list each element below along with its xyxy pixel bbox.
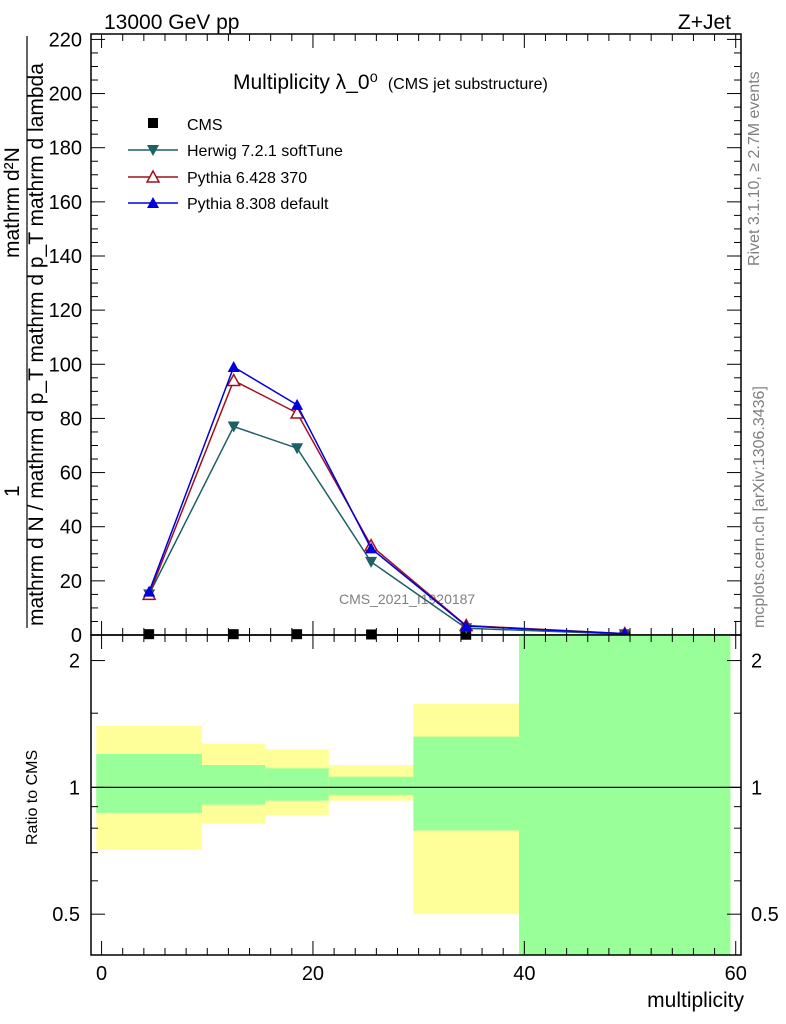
y-tick-label: 20 [60, 571, 82, 593]
y-label-top-numerator: mathrm d²N [1, 147, 24, 258]
legend-pythia8-marker [147, 197, 159, 208]
data-point [289, 405, 305, 419]
ratio-bands [96, 635, 731, 955]
watermark: CMS_2021_I1920187 [339, 591, 475, 607]
legend-item-cms: CMS [148, 117, 223, 134]
data-point [291, 398, 304, 410]
main-y-ticks [91, 38, 741, 636]
ratio-y-tick-label: 1 [69, 777, 80, 799]
ratio-y-tick-label: 2 [69, 651, 80, 673]
y-tick-label: 160 [49, 192, 82, 214]
legend-item-pythia6: Pythia 6.428 370 [128, 169, 307, 187]
mcplots-label: mcplots.cern.ch [arXiv:1306.3436] [751, 386, 768, 628]
data-point [460, 620, 473, 632]
legend-cms-label: CMS [187, 117, 223, 134]
ratio-y-tick-label-right: 2 [751, 651, 762, 673]
series-layer [141, 360, 633, 641]
rivet-label: Rivet 3.1.10, ≥ 2.7M events [746, 71, 763, 266]
ratio-y-tick-label: 0.5 [52, 904, 80, 926]
data-point [292, 629, 303, 640]
y-tick-label: 40 [60, 517, 82, 539]
ratio-band-inner [96, 754, 202, 813]
data-point [227, 421, 240, 433]
legend-herwig-label: Herwig 7.2.1 softTune [187, 143, 343, 160]
ratio-band-inner [201, 765, 266, 805]
data-point [227, 360, 240, 372]
data-point [226, 372, 241, 387]
legend: CMS Herwig 7.2.1 softTune Pythia 6.428 3… [128, 117, 343, 213]
header-right: Z+Jet [678, 11, 731, 34]
y-tick-label: 0 [71, 625, 82, 647]
data-point [291, 443, 304, 455]
x-axis-label: multiplicity [647, 989, 744, 1012]
y-tick-label: 220 [49, 29, 82, 51]
data-point [228, 629, 239, 640]
ratio-band-inner [413, 736, 520, 831]
legend-herwig-marker [147, 145, 159, 156]
x-tick-label: 20 [302, 963, 324, 985]
x-tick-label: 0 [96, 963, 107, 985]
legend-cms-marker [148, 118, 158, 128]
ratio-y-label: Ratio to CMS [24, 750, 41, 845]
y-axis-label: 1 mathrm d N / mathrm d p_T mathrm d p_T… [1, 36, 48, 628]
main-y-tick-labels: 0 20 40 60 80 100 120 140 160 180 200 220 [49, 29, 82, 647]
ratio-panel: 0.5 0.51 12 20 20 40 60 Ratio to CMS multiplic… [24, 634, 779, 1012]
y-label-denominator: mathrm d N / mathrm d p_T mathrm d p_T m… [25, 63, 48, 626]
y-label-numerator: 1 [1, 485, 24, 497]
chart-title: Multiplicity λ_0⁰ (CMS jet substructure) [233, 71, 548, 94]
ratio-band-inner [265, 768, 329, 801]
ratio-y-tick-label-right: 1 [751, 777, 762, 799]
ratio-band-inner [328, 776, 414, 795]
ratio-frame [90, 634, 742, 956]
y-tick-label: 180 [49, 138, 82, 160]
legend-pythia6-label: Pythia 6.428 370 [187, 170, 307, 187]
main-panel: 0 20 40 60 80 100 120 140 160 180 200 220 Multiplic… [1, 29, 742, 647]
ratio-tick-labels: 0.5 0.51 12 20 20 40 60 [52, 651, 779, 985]
x-tick-label: 60 [725, 963, 747, 985]
legend-item-herwig: Herwig 7.2.1 softTune [128, 143, 343, 160]
legend-item-pythia8: Pythia 8.308 default [128, 196, 329, 213]
y-tick-label: 140 [49, 246, 82, 268]
y-tick-label: 60 [60, 463, 82, 485]
data-point [143, 585, 156, 597]
y-tick-label: 120 [49, 300, 82, 322]
y-tick-label: 100 [49, 354, 82, 376]
ratio-ticks [91, 635, 741, 955]
ratio-band-inner [519, 635, 731, 955]
series-line [148, 365, 625, 635]
data-point [144, 629, 155, 640]
legend-pythia8-label: Pythia 8.308 default [187, 196, 329, 213]
x-tick-label: 40 [513, 963, 535, 985]
y-tick-label: 200 [49, 84, 82, 106]
data-point [365, 542, 378, 554]
header-left: 13000 GeV pp [104, 11, 239, 34]
series-line [148, 425, 625, 635]
ratio-y-tick-label-right: 0.5 [751, 904, 779, 926]
legend-pythia6-marker [145, 169, 161, 183]
y-tick-label: 80 [60, 408, 82, 430]
series-1 [143, 421, 631, 641]
data-point [365, 556, 378, 568]
